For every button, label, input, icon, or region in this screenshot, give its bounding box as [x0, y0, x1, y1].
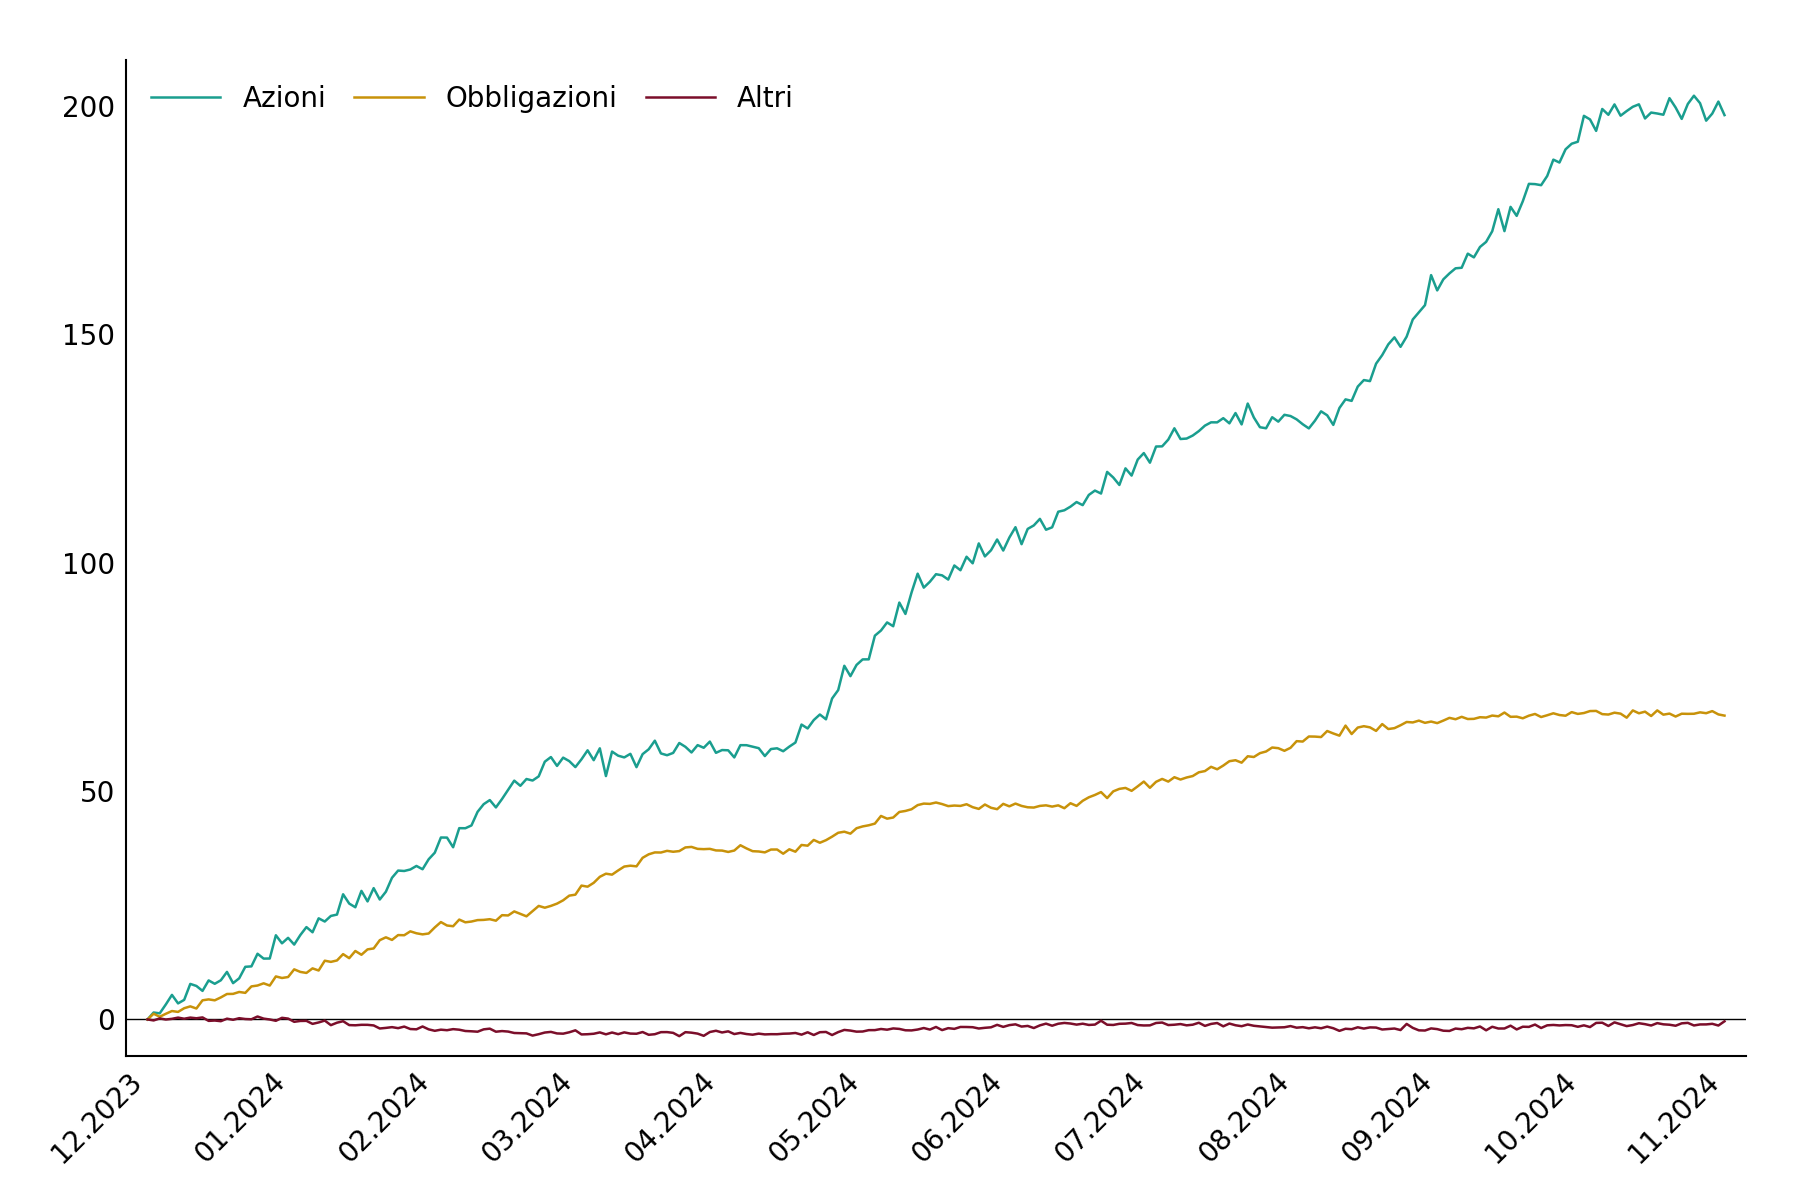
Legend: Azioni, Obbligazioni, Altri: Azioni, Obbligazioni, Altri [140, 74, 805, 124]
Line: Altri: Altri [148, 1016, 1724, 1036]
Line: Obbligazioni: Obbligazioni [148, 710, 1724, 1020]
Obbligazioni [394, 928, 416, 942]
Line: Azioni: Azioni [148, 96, 1724, 1020]
Altri [137, 1013, 158, 1027]
Obbligazioni [137, 1013, 158, 1027]
Altri [1408, 1024, 1429, 1038]
Azioni [877, 616, 898, 630]
Altri [668, 1028, 689, 1043]
Altri [1714, 1014, 1735, 1028]
Altri [1084, 1018, 1105, 1032]
Azioni [1683, 89, 1705, 103]
Obbligazioni [1714, 708, 1735, 722]
Azioni [1688, 96, 1710, 110]
Altri [247, 1009, 268, 1024]
Obbligazioni [1647, 703, 1669, 718]
Obbligazioni [1499, 709, 1521, 724]
Azioni [137, 1013, 158, 1027]
Altri [833, 1022, 855, 1037]
Altri [1012, 1019, 1033, 1033]
Azioni [425, 846, 446, 860]
Obbligazioni [425, 920, 446, 935]
Azioni [1714, 108, 1735, 122]
Obbligazioni [265, 970, 286, 984]
Azioni [265, 928, 286, 942]
Azioni [394, 864, 416, 878]
Obbligazioni [1688, 706, 1710, 720]
Obbligazioni [877, 811, 898, 826]
Altri [203, 1013, 225, 1027]
Altri [290, 1014, 311, 1028]
Azioni [1499, 199, 1521, 214]
